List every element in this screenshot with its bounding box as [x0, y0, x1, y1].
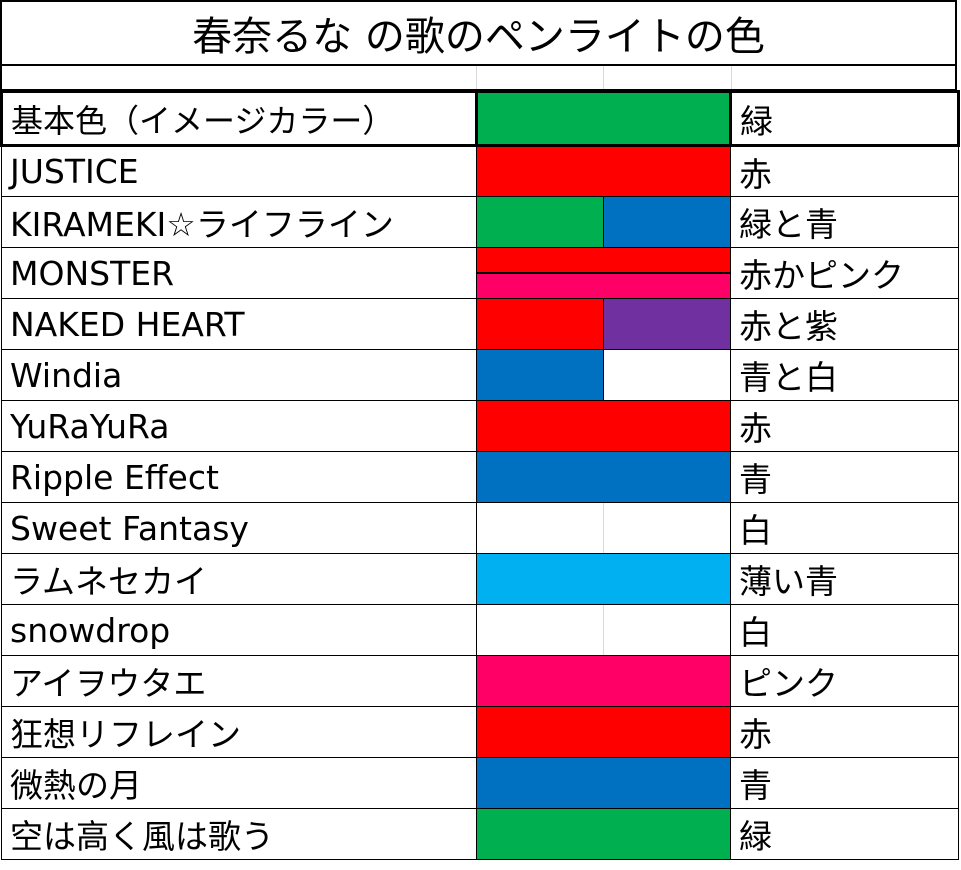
song-title: ラムネセカイ: [1, 553, 477, 605]
base-color-row: 基本色（イメージカラー） 緑: [0, 90, 960, 147]
penlight-swatch: [476, 502, 731, 554]
penlight-swatch: [476, 400, 731, 452]
color-label: 赤と紫: [730, 298, 959, 350]
spacer-row: [0, 66, 957, 90]
color-label: 白: [730, 604, 959, 656]
swatch-segment: [603, 350, 730, 400]
penlight-color-table: 基本色（イメージカラー） 緑 JUSTICE 赤 KIRAMEKI☆ライフライン 緑と…: [0, 90, 960, 860]
table-row: 空は高く風は歌う 緑: [1, 808, 959, 860]
penlight-swatch: [476, 808, 731, 860]
table-row: snowdrop 白: [1, 604, 959, 656]
table-row: ラムネセカイ 薄い青: [1, 553, 959, 605]
song-title: snowdrop: [1, 604, 477, 656]
penlight-swatch: [476, 553, 731, 605]
swatch-segment: [477, 248, 730, 272]
color-label: 青と白: [730, 349, 959, 401]
penlight-swatch: [476, 451, 731, 503]
table-row: Ripple Effect 青: [1, 451, 959, 503]
swatch-segment: [477, 272, 730, 298]
penlight-swatch: [476, 706, 731, 758]
table-row: JUSTICE 赤: [1, 145, 959, 197]
color-label: 白: [730, 502, 959, 554]
penlight-swatch: [476, 655, 731, 707]
penlight-swatch: [476, 349, 731, 401]
song-title: JUSTICE: [1, 145, 477, 197]
song-title: Ripple Effect: [1, 451, 477, 503]
penlight-swatch: [476, 196, 731, 248]
gridline: [603, 605, 604, 655]
penlight-swatch: [476, 298, 731, 350]
gridline: [603, 503, 604, 553]
song-title: Windia: [1, 349, 477, 401]
color-label: ピンク: [730, 655, 959, 707]
table-row: 狂想リフレイン 赤: [1, 706, 959, 758]
table-row: YuRaYuRa 赤: [1, 400, 959, 452]
gridline: [603, 66, 604, 89]
color-label: 青: [730, 451, 959, 503]
song-title: 微熱の月: [1, 757, 477, 809]
gridline: [476, 66, 477, 89]
table-row: アイヲウタエ ピンク: [1, 655, 959, 707]
swatch-segment: [477, 299, 603, 349]
base-color-swatch: [475, 90, 732, 147]
page-title: 春奈るな の歌のペンライトの色: [0, 0, 957, 66]
penlight-swatch: [476, 757, 731, 809]
swatch-segment: [603, 197, 730, 247]
song-title: 空は高く風は歌う: [1, 808, 477, 860]
penlight-swatch: [476, 145, 731, 197]
base-color-label: 緑: [729, 90, 960, 147]
swatch-segment: [477, 350, 603, 400]
color-label: 赤: [730, 400, 959, 452]
song-title: KIRAMEKI☆ライフライン: [1, 196, 477, 248]
color-label: 赤: [730, 706, 959, 758]
color-label: 赤かピンク: [730, 247, 959, 299]
table-row: Windia 青と白: [1, 349, 959, 401]
penlight-swatch: [476, 604, 731, 656]
color-label: 緑: [730, 808, 959, 860]
table-row: Sweet Fantasy 白: [1, 502, 959, 554]
penlight-swatch: [476, 247, 731, 299]
table-row: KIRAMEKI☆ライフライン 緑と青: [1, 196, 959, 248]
song-title: アイヲウタエ: [1, 655, 477, 707]
table-row: MONSTER 赤かピンク: [1, 247, 959, 299]
swatch-segment: [477, 197, 603, 247]
table-row: NAKED HEART 赤と紫: [1, 298, 959, 350]
swatch-segment: [603, 299, 730, 349]
song-title: MONSTER: [1, 247, 477, 299]
color-label: 赤: [730, 145, 959, 197]
song-title: 狂想リフレイン: [1, 706, 477, 758]
table-row: 微熱の月 青: [1, 757, 959, 809]
gridline: [731, 66, 732, 89]
song-title: Sweet Fantasy: [1, 502, 477, 554]
color-label: 薄い青: [730, 553, 959, 605]
song-title: NAKED HEART: [1, 298, 477, 350]
song-title: YuRaYuRa: [1, 400, 477, 452]
color-label: 青: [730, 757, 959, 809]
color-label: 緑と青: [730, 196, 959, 248]
base-color-name: 基本色（イメージカラー）: [0, 90, 478, 147]
